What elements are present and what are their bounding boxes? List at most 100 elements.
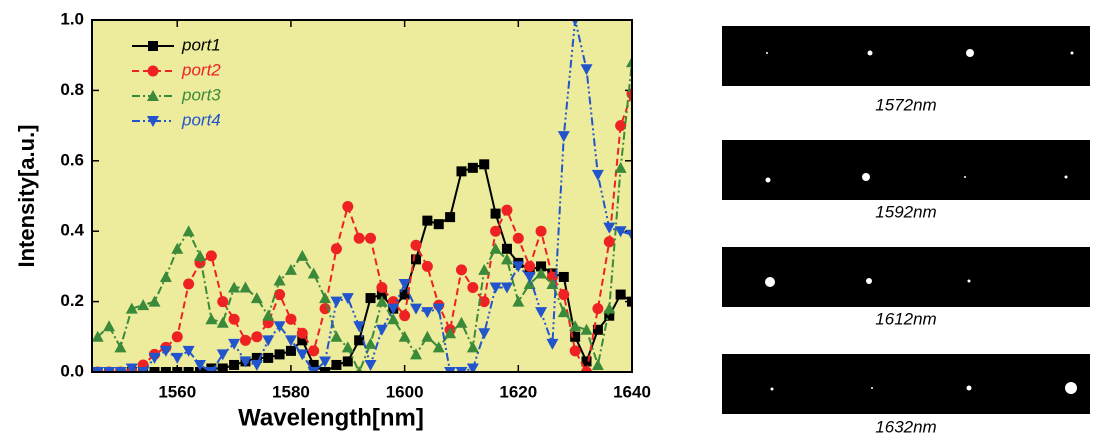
marker: [125, 363, 138, 372]
marker: [239, 281, 252, 293]
y-tick-label: 0.8: [60, 80, 84, 99]
marker: [229, 359, 240, 370]
caption: 1632nm: [875, 417, 936, 436]
marker: [387, 313, 400, 325]
spot: [966, 385, 972, 391]
marker: [398, 330, 411, 342]
marker: [137, 367, 150, 372]
marker: [285, 345, 296, 356]
marker: [262, 335, 275, 347]
marker: [274, 349, 285, 360]
marker: [570, 331, 581, 342]
marker: [148, 295, 161, 307]
marker: [216, 349, 229, 361]
y-tick-label: 1.0: [60, 9, 84, 28]
marker: [399, 289, 410, 300]
marker: [591, 169, 604, 181]
image-panels: 1572nm 1592nm 1612nm 1632nm: [722, 26, 1090, 436]
legend-label: port2: [181, 60, 221, 79]
spot: [1064, 175, 1068, 179]
marker: [444, 367, 457, 372]
marker: [147, 90, 159, 101]
x-tick-label: 1560: [158, 382, 196, 401]
marker: [114, 341, 127, 353]
marker: [501, 243, 512, 254]
marker: [456, 166, 467, 177]
marker: [228, 281, 241, 293]
beam-image: [722, 140, 1090, 200]
marker: [341, 341, 354, 353]
marker: [421, 260, 433, 272]
marker: [239, 356, 252, 368]
marker: [512, 232, 524, 244]
marker: [399, 310, 411, 322]
marker: [536, 261, 547, 272]
marker: [228, 313, 240, 325]
marker: [569, 320, 582, 332]
marker: [285, 313, 297, 325]
marker: [467, 282, 479, 294]
marker: [365, 293, 376, 304]
beam-image: [722, 26, 1090, 86]
series-line: [97, 20, 632, 372]
marker: [296, 349, 309, 361]
marker: [592, 303, 604, 315]
marker: [558, 289, 570, 301]
spot: [770, 387, 774, 391]
marker: [557, 306, 570, 318]
legend-label: port3: [181, 85, 221, 104]
spot: [862, 173, 870, 181]
marker: [490, 208, 501, 219]
spot: [765, 177, 771, 183]
spot: [967, 279, 971, 283]
caption: 1572nm: [875, 95, 936, 114]
marker: [365, 232, 377, 244]
marker: [410, 303, 422, 315]
marker: [194, 359, 206, 371]
marker: [205, 313, 218, 325]
marker: [604, 310, 615, 321]
legend-label: port1: [181, 35, 221, 54]
plot-frame: [91, 19, 633, 373]
marker: [250, 292, 263, 304]
beam-image: [722, 354, 1090, 414]
marker: [182, 225, 195, 237]
spot: [765, 277, 775, 287]
marker: [500, 253, 513, 265]
marker: [603, 222, 616, 234]
x-tick-label: 1600: [386, 382, 424, 401]
marker: [569, 345, 581, 357]
marker: [479, 159, 490, 170]
marker: [546, 338, 559, 350]
marker: [523, 278, 536, 289]
y-tick-label: 0.0: [60, 361, 84, 380]
marker: [355, 366, 363, 372]
marker: [512, 261, 525, 273]
marker: [159, 345, 172, 357]
marker: [160, 367, 171, 372]
marker: [421, 330, 434, 342]
marker: [376, 289, 387, 300]
marker: [615, 289, 626, 300]
marker: [603, 236, 615, 248]
marker: [320, 367, 331, 372]
marker: [478, 328, 491, 340]
marker: [489, 242, 502, 254]
marker: [501, 204, 513, 216]
marker: [581, 366, 593, 372]
marker: [159, 270, 172, 282]
marker: [626, 229, 632, 241]
marker: [523, 271, 536, 283]
marker: [432, 303, 445, 315]
marker: [490, 225, 502, 237]
marker: [103, 320, 116, 332]
marker: [239, 334, 251, 346]
spot: [1070, 51, 1074, 55]
marker: [433, 219, 444, 230]
marker: [524, 260, 536, 272]
marker: [512, 295, 525, 307]
marker: [432, 341, 445, 353]
marker: [342, 201, 354, 213]
marker: [251, 352, 262, 363]
marker: [580, 323, 593, 335]
